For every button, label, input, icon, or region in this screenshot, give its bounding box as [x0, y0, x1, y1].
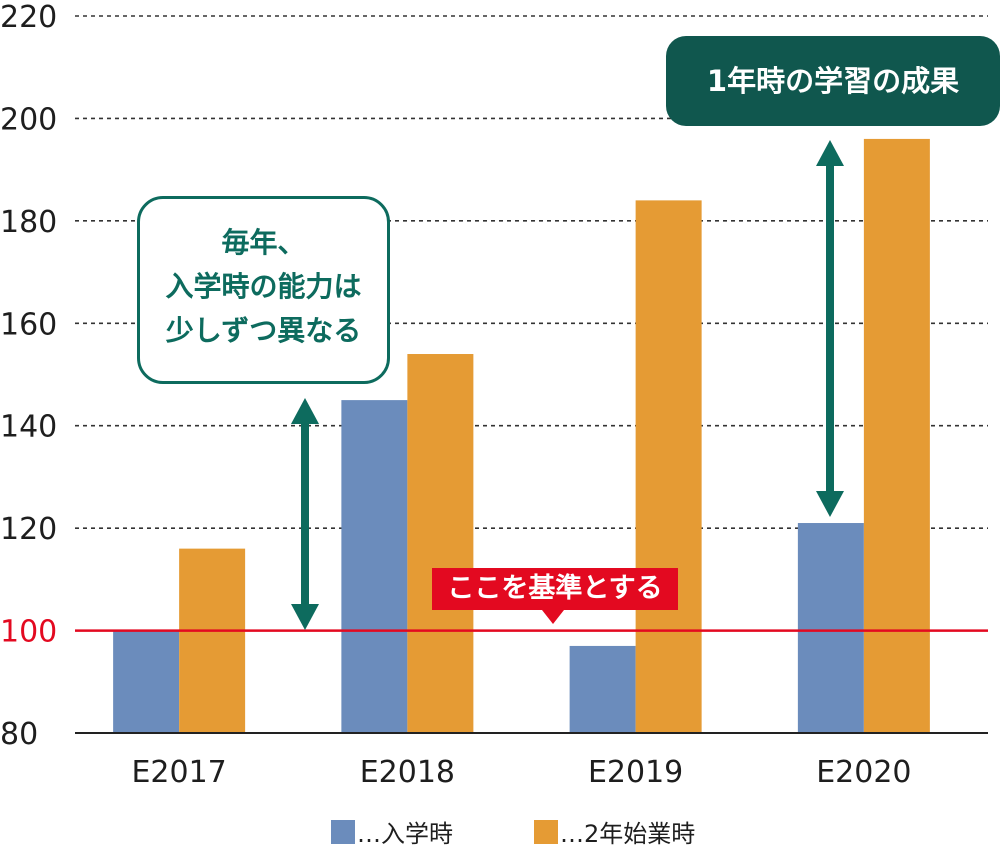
y-tick-label: 180 [0, 205, 57, 240]
learning-result-arrow-head-up [816, 140, 844, 166]
x-tick-label: E2017 [131, 755, 226, 790]
y-tick-label: 140 [0, 410, 57, 445]
y-tick-label: 220 [0, 0, 57, 35]
y-tick-label: 80 [0, 717, 38, 752]
bar-e2017-series-1 [179, 548, 246, 733]
ability-note-line-1: 毎年、 [221, 226, 306, 259]
y-tick-label: 160 [0, 307, 57, 342]
learning-result-arrow-head-down [816, 491, 844, 517]
y-tick-label: 120 [0, 512, 57, 547]
legend-item-entry: …入学時 [331, 814, 453, 849]
ability-variation-callout: 毎年、 入学時の能力は 少しずつ異なる [137, 196, 390, 384]
x-tick-label: E2018 [360, 755, 455, 790]
ability-variation-arrow-head-up [291, 398, 319, 424]
x-tick-label: E2020 [816, 755, 911, 790]
bar-e2017-series-0 [113, 630, 180, 733]
ability-variation-arrow-head-down [291, 604, 319, 630]
y-tick-label: 200 [0, 102, 57, 137]
bar-e2018-series-0 [341, 400, 408, 733]
bar-e2019-series-1 [635, 200, 702, 733]
bar-e2018-series-1 [407, 354, 474, 733]
ability-note-line-2: 入学時の能力は [165, 270, 362, 303]
bar-e2020-series-0 [797, 523, 864, 733]
x-tick-label: E2019 [588, 755, 683, 790]
learning-result-callout: 1年時の学習の成果 [666, 36, 1000, 126]
legend-swatch-second-year [534, 819, 558, 844]
legend-item-second-year: …2年始業時 [534, 814, 695, 849]
baseline-label: ここを基準とする [432, 568, 678, 624]
bar-e2019-series-0 [569, 645, 636, 733]
ability-note-line-3: 少しずつ異なる [165, 314, 362, 347]
legend-label-entry: …入学時 [357, 820, 453, 848]
legend-swatch-entry [331, 819, 355, 844]
legend-label-second-year: …2年始業時 [560, 820, 696, 848]
bar-e2020-series-1 [863, 138, 930, 733]
y-tick-label: 100 [0, 615, 57, 650]
